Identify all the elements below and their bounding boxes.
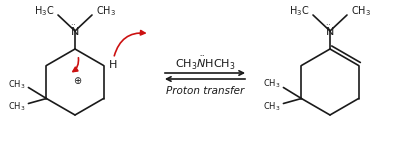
Text: CH$_3$: CH$_3$ (8, 100, 25, 113)
Text: Proton transfer: Proton transfer (166, 86, 244, 96)
FancyArrowPatch shape (114, 31, 145, 56)
FancyArrowPatch shape (73, 58, 79, 72)
Text: CH$_3$: CH$_3$ (8, 78, 25, 91)
Text: N: N (326, 27, 334, 37)
Text: H: H (108, 60, 117, 70)
Text: ··: ·· (71, 21, 78, 31)
Text: CH$_3\ddot{N}$HCH$_3$: CH$_3\ddot{N}$HCH$_3$ (174, 54, 235, 72)
Text: H$_3$C: H$_3$C (34, 4, 54, 18)
Text: ··: ·· (326, 21, 333, 31)
Text: N: N (71, 27, 79, 37)
Text: $\oplus$: $\oplus$ (73, 74, 83, 85)
Text: H$_3$C: H$_3$C (289, 4, 309, 18)
Text: CH$_3$: CH$_3$ (351, 4, 371, 18)
Text: CH$_3$: CH$_3$ (263, 100, 280, 113)
Text: CH$_3$: CH$_3$ (96, 4, 116, 18)
Text: CH$_3$: CH$_3$ (263, 77, 280, 90)
